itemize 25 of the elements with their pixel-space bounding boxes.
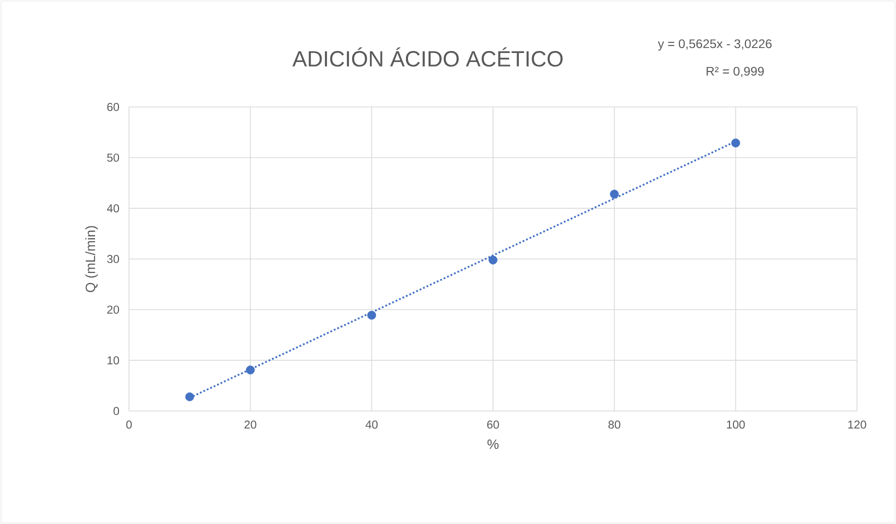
x-tick-label: 20 <box>244 420 256 429</box>
point <box>731 138 740 148</box>
point <box>367 310 376 320</box>
x-axis-title: % <box>487 439 499 449</box>
y-tick-label: 50 <box>107 154 120 162</box>
x-tick-label: 80 <box>608 420 620 429</box>
x-tick-label: 100 <box>726 420 745 429</box>
y-axis-title: Q (mL/min) <box>85 226 98 292</box>
y-tick-label: 10 <box>108 356 120 364</box>
x-tick-label: 60 <box>487 420 499 429</box>
chart-title: ADICIÓN ÁCIDO ACÉTICO <box>292 47 563 67</box>
x-tick-label: 40 <box>366 420 378 429</box>
y-tick-label: 30 <box>107 254 120 264</box>
point <box>246 366 255 374</box>
y-tick-label: 0 <box>114 406 120 416</box>
text: R² = 0,999 <box>706 66 764 78</box>
x-tick-label: 0 <box>126 420 132 429</box>
y-tick-label: 60 <box>107 102 120 112</box>
y-tick-label: 40 <box>106 204 120 212</box>
point <box>610 190 619 199</box>
point <box>488 256 498 264</box>
y-tick-label: 20 <box>107 306 120 314</box>
text: y = 0,5625x - 3,0226 <box>658 39 772 51</box>
point <box>185 392 194 402</box>
x-tick-label: 120 <box>848 420 866 429</box>
